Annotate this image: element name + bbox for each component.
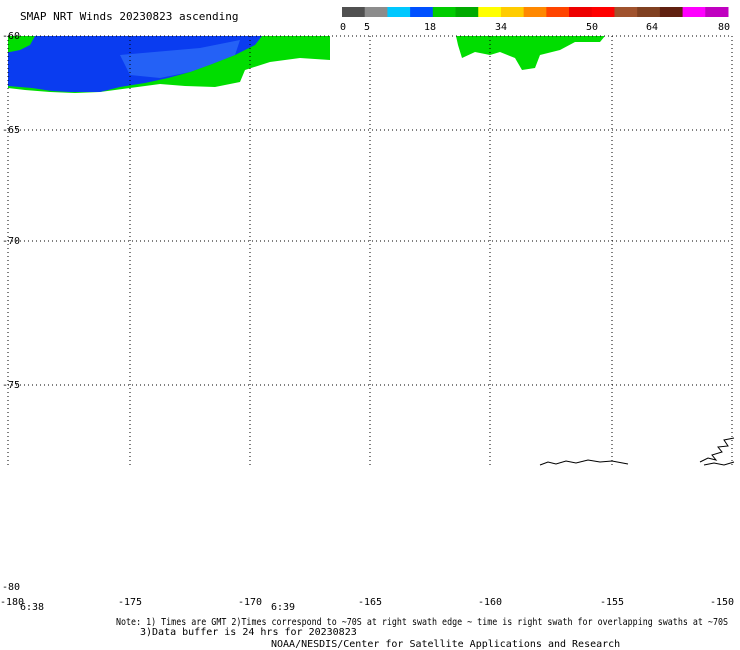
colorbar-segment — [659, 7, 684, 17]
colorbar-segment — [410, 7, 434, 17]
colorbar-label-5: 5 — [364, 22, 370, 33]
lon-label-150: -150 — [710, 597, 734, 608]
lon-label-165: -165 — [358, 597, 382, 608]
lon-label-155: -155 — [600, 597, 624, 608]
colorbar-labels: 0 5 18 34 50 64 80 — [340, 22, 730, 33]
note-line-1: Note: 1) Times are GMT 2)Times correspon… — [116, 617, 728, 628]
colorbar-segment — [637, 7, 661, 17]
lat-label-65: -65 — [2, 125, 20, 136]
note-line-2: 3)Data buffer is 24 hrs for 20230823 — [140, 627, 357, 638]
map-grid — [7, 35, 733, 465]
map-title: SMAP NRT Winds 20230823 ascending — [20, 10, 239, 23]
colorbar-segment — [682, 7, 706, 17]
colorbar-segment — [478, 7, 502, 17]
coastline — [539, 437, 735, 466]
wind-swath-left — [8, 36, 330, 93]
colorbar-label-64: 64 — [646, 22, 658, 33]
colorbar-label-18: 18 — [424, 22, 436, 33]
lat-label-80: -80 — [2, 582, 20, 593]
time-label-2: 6:39 — [271, 602, 295, 613]
colorbar-segment — [432, 7, 457, 17]
lon-label-160: -160 — [478, 597, 502, 608]
colorbar-segment — [569, 7, 593, 17]
colorbar-segment — [364, 7, 388, 17]
colorbar-segment — [500, 7, 525, 17]
time-label-1: 6:38 — [20, 602, 44, 613]
colorbar — [342, 7, 729, 17]
colorbar-segment — [591, 7, 615, 17]
wind-region-green-patch — [8, 36, 35, 52]
wind-swath-right — [456, 36, 605, 70]
colorbar-label-50: 50 — [586, 22, 598, 33]
lon-label-180: -180 — [0, 597, 24, 608]
colorbar-segment — [705, 7, 729, 17]
colorbar-label-0: 0 — [340, 22, 346, 33]
colorbar-segment — [342, 7, 366, 17]
lat-label-75: -75 — [2, 380, 20, 391]
colorbar-segment — [387, 7, 411, 17]
colorbar-segment — [614, 7, 638, 17]
colorbar-label-34: 34 — [495, 22, 507, 33]
lat-label-60: -60 — [2, 31, 20, 42]
colorbar-segment — [523, 7, 547, 17]
colorbar-segment — [546, 7, 570, 17]
colorbar-segment — [455, 7, 479, 17]
lon-label-170: -170 — [238, 597, 262, 608]
wind-region-lightblue — [120, 40, 240, 78]
note-line-3: NOAA/NESDIS/Center for Satellite Applica… — [271, 639, 620, 650]
colorbar-label-80: 80 — [718, 22, 730, 33]
lon-label-175: -175 — [118, 597, 142, 608]
lat-label-70: -70 — [2, 236, 20, 247]
